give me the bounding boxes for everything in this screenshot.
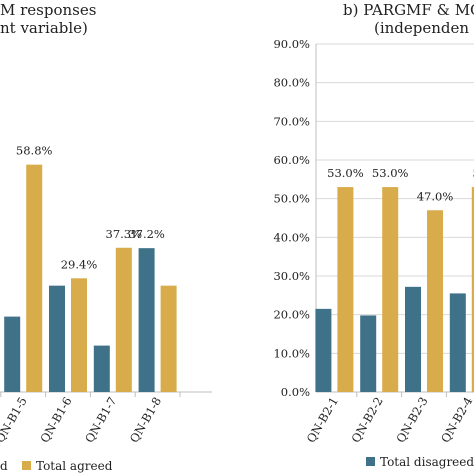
right-chart-title-line-1: b) PARGMF & MOC <box>343 1 474 19</box>
left-data-label: 37.2% <box>128 227 165 241</box>
right-bar <box>337 187 354 392</box>
right-ytick-label: 60.0% <box>273 153 310 167</box>
left-bar <box>93 345 110 392</box>
right-legend-swatch-disagreed <box>366 457 375 466</box>
left-category-label: QN-B1-7 <box>82 395 119 446</box>
right-data-label: 53.0% <box>327 166 364 180</box>
left-bar <box>71 278 87 392</box>
right-legend-label-disagreed: Total disagreed <box>380 455 474 469</box>
right-chart-plot: 0.0% 10.0% 20.0% 30.0% 40.0% 50.0% 60.0% 70.0% 8… <box>273 37 474 445</box>
right-chart-title-line-2: (independen <box>374 19 469 37</box>
right-bar <box>405 286 421 392</box>
left-category-label: QN-B1-8 <box>127 395 164 446</box>
left-chart-title-line-2: nt variable) <box>0 19 88 37</box>
right-bar <box>360 315 377 392</box>
right-category-label: QN-B2-1 <box>304 395 341 446</box>
left-bar <box>4 316 21 392</box>
right-bar <box>427 210 443 392</box>
right-ytick-label: 10.0% <box>273 346 310 360</box>
right-ytick-label: 90.0% <box>273 37 310 51</box>
left-category-label: QN-B1-6 <box>37 395 74 446</box>
left-category-label: QN-B1-5 <box>0 395 30 446</box>
right-ytick-label: 50.0% <box>273 192 310 206</box>
right-data-label: 53.0% <box>372 166 409 180</box>
right-data-label: 47.0% <box>417 189 454 203</box>
right-ytick-label: 30.0% <box>273 269 310 283</box>
right-bar <box>471 187 474 392</box>
right-ytick-label: 80.0% <box>273 76 310 90</box>
right-ytick-label: 0.0% <box>281 385 310 399</box>
left-bar <box>138 248 155 392</box>
right-bar <box>449 293 466 392</box>
right-bar <box>382 187 399 392</box>
right-ytick-label: 20.0% <box>273 308 310 322</box>
left-bar <box>160 285 177 392</box>
left-legend-label-disagreed: d <box>0 459 8 473</box>
left-chart-plot: 4QN-B1-5QN-B1-6QN-B1-7QN-B1-8%58.8%29.4%… <box>0 144 212 446</box>
right-category-label: QN-B2-4 <box>438 395 474 446</box>
right-ytick-label: 40.0% <box>273 230 310 244</box>
right-category-label: QN-B2-3 <box>393 395 430 446</box>
right-category-label: QN-B2-2 <box>348 395 385 446</box>
right-ytick-label: 70.0% <box>273 114 310 128</box>
left-data-label: 29.4% <box>61 257 98 271</box>
left-data-label: 58.8% <box>16 144 53 158</box>
right-data-label: 53 <box>472 166 474 180</box>
left-legend-swatch-agreed <box>22 461 31 470</box>
left-bar <box>26 164 43 392</box>
left-legend-label-agreed: Total agreed <box>36 459 113 473</box>
left-bar <box>115 247 132 392</box>
left-bar <box>49 285 65 392</box>
left-chart-title-line-1: M responses <box>0 1 96 19</box>
left-data-label: 37.3% <box>106 227 143 241</box>
right-bar <box>315 308 332 392</box>
